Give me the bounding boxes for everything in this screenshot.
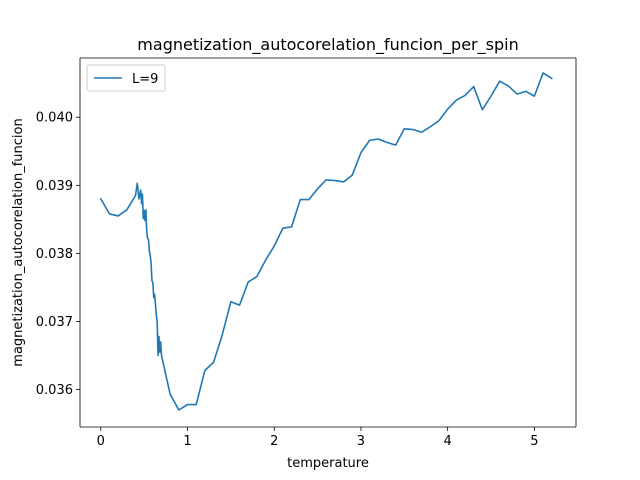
- x-axis-ticks: 0 1 2 3 4 5: [97, 427, 539, 449]
- y-axis-label: magnetization_autocorelation_funcion: [11, 118, 26, 366]
- line-layer: [99, 72, 553, 411]
- axes-frame: [79, 57, 577, 428]
- chart-title: magnetization_autocorelation_funcion_per…: [137, 35, 518, 55]
- y-tick-label: 0.036: [36, 383, 73, 398]
- legend: L=9: [86, 64, 166, 92]
- plot-area: [80, 58, 576, 427]
- y-axis-ticks: 0.036 0.037 0.038 0.039 0.040: [36, 111, 80, 398]
- x-axis-label: temperature: [287, 456, 369, 471]
- series-line-l-9: [99, 72, 553, 411]
- x-tick-label: 5: [530, 434, 538, 449]
- x-tick-label: 4: [444, 434, 452, 449]
- x-tick-label: 0: [97, 434, 105, 449]
- legend-box: [86, 64, 166, 92]
- y-tick-label: 0.040: [36, 111, 73, 126]
- x-tick-label: 1: [183, 434, 191, 449]
- legend-label: L=9: [132, 72, 158, 87]
- x-tick-label: 2: [270, 434, 278, 449]
- y-tick-label: 0.037: [36, 315, 73, 330]
- y-tick-label: 0.038: [36, 247, 73, 262]
- y-tick-label: 0.039: [36, 179, 73, 194]
- x-tick-label: 3: [357, 434, 365, 449]
